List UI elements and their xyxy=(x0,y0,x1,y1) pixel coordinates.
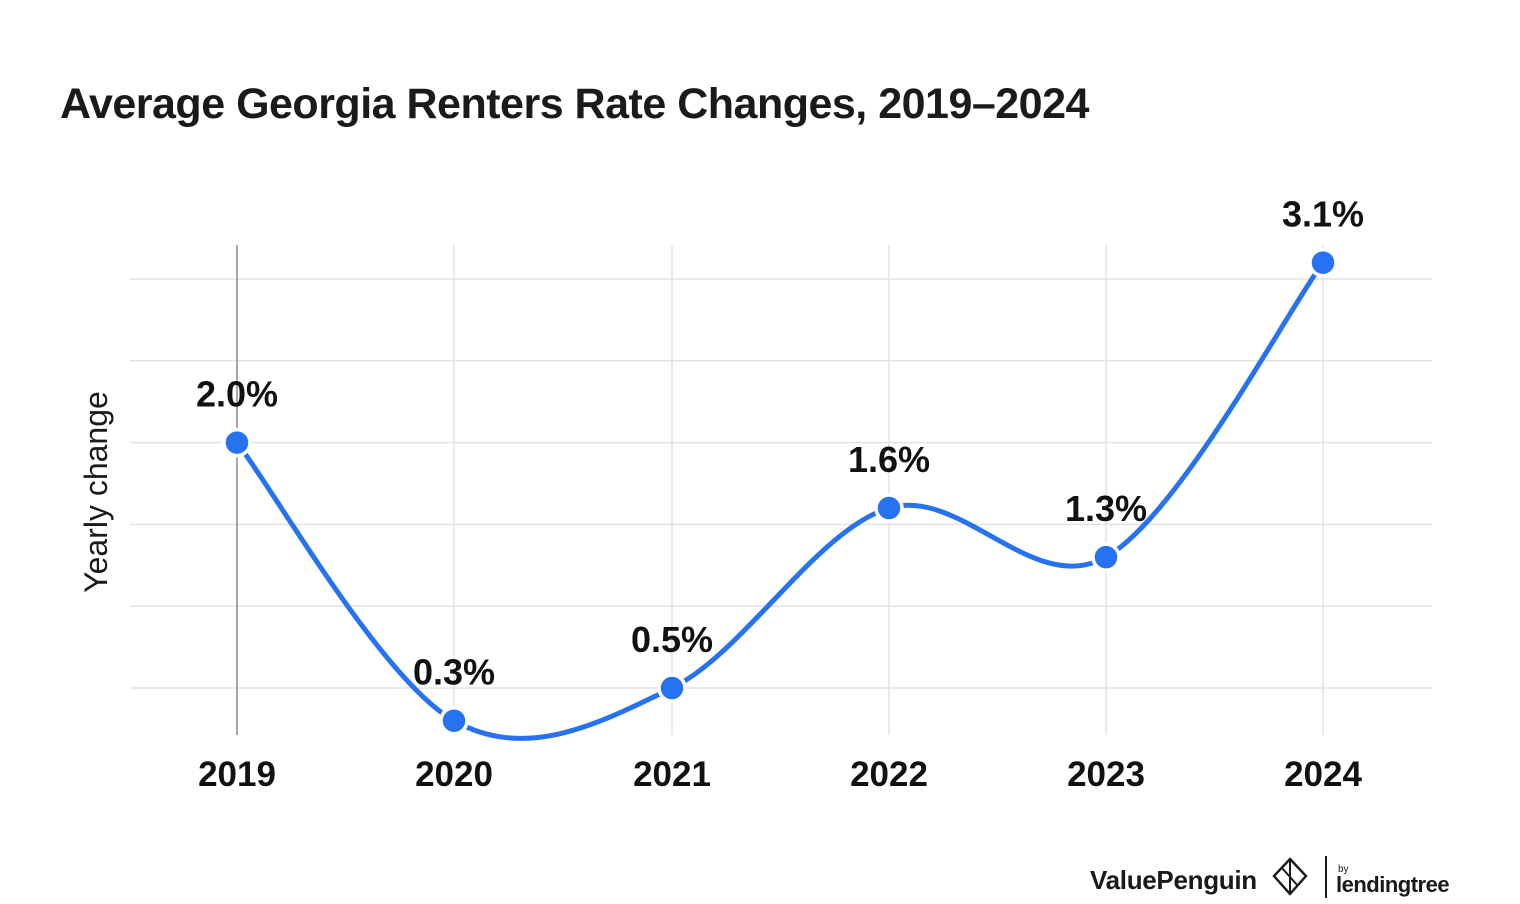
data-point-2024 xyxy=(1308,247,1338,278)
data-point-2020 xyxy=(439,705,469,736)
data-label-2024: 3.1% xyxy=(1282,194,1364,235)
point-layer xyxy=(222,247,1338,736)
brand-by-text: by xyxy=(1338,864,1349,875)
data-label-2021: 0.5% xyxy=(631,619,713,660)
valuepenguin-logo-text: ValuePenguin xyxy=(1090,864,1257,895)
grid-layer xyxy=(130,245,1432,735)
label-layer: 2.0% 0.3% 0.5% 1.6% 1.3% 3.1% xyxy=(196,194,1364,693)
data-label-2020: 0.3% xyxy=(413,652,495,693)
lendingtree-logo-text: lendingtree xyxy=(1336,872,1450,897)
data-label-2023: 1.3% xyxy=(1065,488,1147,529)
data-label-2022: 1.6% xyxy=(848,439,930,480)
y-axis-label: Yearly change xyxy=(78,391,114,593)
data-label-2019: 2.0% xyxy=(196,374,278,415)
brand-divider xyxy=(1325,856,1327,898)
data-point-2022 xyxy=(874,493,904,523)
x-tick-label-2019: 2019 xyxy=(198,755,276,794)
x-tick-label-2020: 2020 xyxy=(415,755,493,794)
data-point-2019 xyxy=(222,427,252,458)
data-point-2023 xyxy=(1091,542,1121,572)
x-tick-label-2024: 2024 xyxy=(1284,755,1362,794)
chart-title: Average Georgia Renters Rate Changes, 20… xyxy=(60,80,1089,128)
line-layer xyxy=(234,260,1326,741)
tick-layer: 2019 2020 2021 2022 2023 2024 xyxy=(198,755,1362,794)
data-point-2021 xyxy=(657,673,687,703)
valuepenguin-icon xyxy=(1272,857,1308,896)
x-tick-label-2023: 2023 xyxy=(1067,755,1145,794)
x-tick-label-2022: 2022 xyxy=(850,755,928,794)
series-line xyxy=(234,260,1326,741)
x-tick-label-2021: 2021 xyxy=(633,755,711,794)
